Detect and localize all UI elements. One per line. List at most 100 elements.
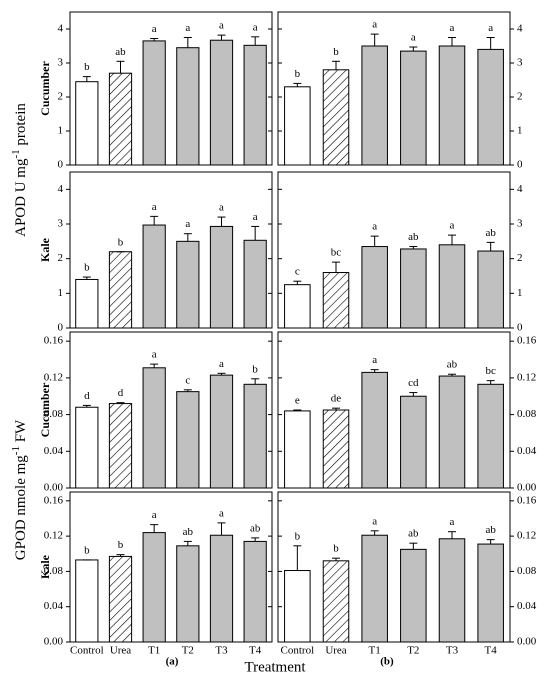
panel-frame	[69, 491, 273, 643]
bar	[438, 45, 466, 166]
y-axis-title: GPOD nmole mg-1 FW	[10, 419, 30, 560]
y-tick-label: 2	[517, 91, 523, 103]
significance-letter: ab	[485, 524, 496, 536]
panel-frame	[69, 11, 273, 166]
y-tick-label: 1	[517, 287, 523, 299]
y-tick-label: 0.04	[517, 600, 537, 612]
y-axis-title: APOD U mg-1 protein	[10, 103, 30, 237]
bar	[209, 374, 234, 489]
bar	[142, 224, 166, 329]
y-tick-label: 0.08	[517, 408, 537, 420]
x-tick-label: T1	[148, 645, 160, 657]
significance-letter: a	[488, 22, 493, 34]
bar	[209, 225, 234, 329]
y-tick-label: 0	[517, 159, 523, 171]
significance-letter: a	[152, 201, 157, 213]
bar	[361, 371, 388, 489]
significance-letter: a	[185, 218, 190, 230]
bar	[75, 406, 99, 489]
bar	[284, 86, 311, 166]
row-label: Kale	[38, 237, 52, 262]
y-tick-label: 0.00	[517, 482, 537, 494]
significance-letter: a	[372, 19, 377, 31]
x-tick-label: T3	[215, 645, 228, 657]
significance-letter: a	[219, 507, 224, 519]
y-tick-label: 2	[58, 91, 64, 103]
significance-letter: a	[152, 23, 157, 35]
significance-letter: b	[118, 539, 124, 551]
bar	[438, 375, 466, 489]
row-label: Cucumber	[38, 61, 52, 116]
y-tick-label: 0.08	[44, 408, 64, 420]
bar	[75, 278, 99, 329]
significance-letter: a	[372, 354, 377, 366]
significance-letter: a	[372, 221, 377, 233]
bar	[243, 44, 267, 166]
y-tick-label: 0.16	[517, 494, 537, 506]
x-tick-label: T4	[249, 645, 262, 657]
bar	[400, 50, 427, 166]
y-tick-label: 3	[58, 57, 64, 69]
significance-letter: b	[333, 46, 339, 58]
bar	[361, 45, 388, 166]
bar	[400, 548, 427, 643]
y-tick-label: 0.08	[517, 565, 537, 577]
significance-letter: cd	[408, 377, 419, 389]
panel-frame	[69, 331, 273, 489]
bar	[176, 391, 200, 489]
y-tick-label: 4	[517, 23, 523, 35]
significance-letter: b	[118, 236, 124, 248]
significance-letter: a	[450, 220, 455, 232]
significance-letter: b	[84, 262, 90, 274]
significance-letter: a	[219, 358, 224, 370]
significance-letter: ab	[447, 359, 458, 371]
panel-frame	[277, 331, 511, 489]
bar	[142, 367, 166, 489]
significance-letter: d	[84, 390, 90, 402]
significance-letter: b	[333, 543, 339, 555]
bar	[322, 560, 350, 643]
panel-frame	[277, 11, 511, 166]
y-axis-title-sup: -1	[10, 446, 22, 455]
x-tick-label: T4	[485, 645, 498, 657]
significance-letter: a	[152, 509, 157, 521]
x-tick-label: T3	[446, 645, 459, 657]
bar	[284, 284, 311, 329]
y-tick-label: 1	[58, 287, 64, 299]
significance-letter: c	[295, 266, 300, 278]
significance-letter: ab	[408, 231, 419, 243]
panel-frame	[69, 171, 273, 329]
y-tick-label: 0	[58, 322, 64, 334]
y-tick-label: 0.00	[44, 482, 64, 494]
significance-letter: b	[295, 530, 301, 542]
significance-letter: de	[331, 393, 342, 405]
y-tick-label: 0.16	[44, 335, 64, 347]
significance-letter: bc	[485, 365, 496, 377]
x-tick-label: Urea	[325, 645, 346, 657]
bar	[361, 534, 388, 643]
bar	[284, 570, 311, 643]
bar	[176, 545, 200, 643]
bar	[243, 540, 267, 643]
significance-letter: a	[185, 22, 190, 34]
significance-letter: ab	[485, 227, 496, 239]
bar	[243, 239, 267, 329]
y-tick-label: 0.04	[44, 445, 64, 457]
y-tick-label: 0.08	[44, 565, 64, 577]
bar	[209, 534, 234, 643]
significance-letter: a	[152, 349, 157, 361]
y-tick-label: 0.12	[44, 530, 63, 542]
bar	[361, 246, 388, 329]
significance-letter: ab	[115, 46, 126, 58]
significance-letter: ab	[250, 522, 261, 534]
y-tick-label: 0.12	[517, 371, 536, 383]
y-axis-title-part: FW	[13, 419, 29, 446]
bar	[438, 244, 466, 329]
y-tick-label: 0.04	[517, 445, 537, 457]
y-axis-title-part: GPOD nmole mg	[13, 455, 29, 561]
significance-letter: d	[118, 387, 124, 399]
y-axis-title-sup: -1	[10, 149, 22, 158]
bar	[75, 81, 99, 166]
bar	[477, 48, 504, 166]
panel-frame	[277, 491, 511, 643]
